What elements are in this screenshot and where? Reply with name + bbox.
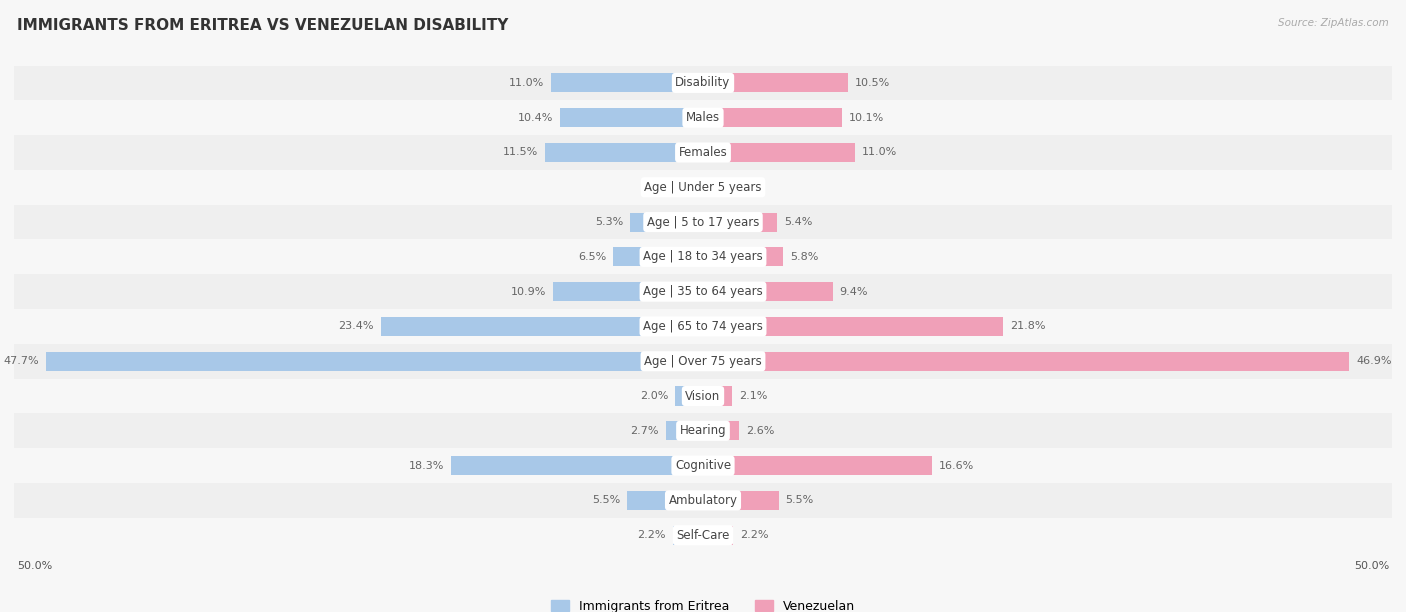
Text: 11.5%: 11.5% bbox=[502, 147, 537, 157]
Bar bbox=[551, 73, 703, 92]
Bar bbox=[627, 491, 703, 510]
Bar bbox=[14, 379, 1392, 414]
Text: Disability: Disability bbox=[675, 76, 731, 89]
Text: 10.5%: 10.5% bbox=[855, 78, 890, 88]
Text: 5.8%: 5.8% bbox=[790, 252, 818, 262]
Bar bbox=[560, 108, 703, 127]
Text: Source: ZipAtlas.com: Source: ZipAtlas.com bbox=[1278, 18, 1389, 28]
Bar bbox=[686, 177, 703, 197]
Text: 2.2%: 2.2% bbox=[637, 530, 666, 540]
Bar bbox=[703, 352, 1350, 371]
Bar bbox=[703, 73, 848, 92]
Text: 11.0%: 11.0% bbox=[862, 147, 897, 157]
Text: 5.5%: 5.5% bbox=[786, 496, 814, 506]
Text: 2.2%: 2.2% bbox=[740, 530, 769, 540]
Bar bbox=[703, 526, 734, 545]
Bar bbox=[14, 309, 1392, 344]
Bar bbox=[675, 386, 703, 406]
Bar bbox=[630, 212, 703, 232]
Text: 16.6%: 16.6% bbox=[939, 461, 974, 471]
Text: 10.9%: 10.9% bbox=[510, 286, 546, 297]
Bar bbox=[703, 421, 738, 441]
Text: Self-Care: Self-Care bbox=[676, 529, 730, 542]
Text: 5.3%: 5.3% bbox=[595, 217, 623, 227]
Bar bbox=[381, 317, 703, 336]
Text: Ambulatory: Ambulatory bbox=[668, 494, 738, 507]
Bar bbox=[703, 317, 1004, 336]
Bar bbox=[46, 352, 703, 371]
Text: IMMIGRANTS FROM ERITREA VS VENEZUELAN DISABILITY: IMMIGRANTS FROM ERITREA VS VENEZUELAN DI… bbox=[17, 18, 508, 34]
Text: Age | Over 75 years: Age | Over 75 years bbox=[644, 355, 762, 368]
Bar bbox=[14, 448, 1392, 483]
Text: 9.4%: 9.4% bbox=[839, 286, 868, 297]
Bar bbox=[14, 100, 1392, 135]
Text: 23.4%: 23.4% bbox=[339, 321, 374, 332]
Text: 1.2%: 1.2% bbox=[727, 182, 755, 192]
Bar bbox=[703, 177, 720, 197]
Text: Cognitive: Cognitive bbox=[675, 459, 731, 472]
Text: 10.1%: 10.1% bbox=[849, 113, 884, 122]
Text: Age | 35 to 64 years: Age | 35 to 64 years bbox=[643, 285, 763, 298]
Text: Males: Males bbox=[686, 111, 720, 124]
Text: 1.2%: 1.2% bbox=[651, 182, 679, 192]
Text: 47.7%: 47.7% bbox=[3, 356, 39, 366]
Bar bbox=[666, 421, 703, 441]
Bar bbox=[703, 212, 778, 232]
Bar bbox=[613, 247, 703, 266]
Text: 46.9%: 46.9% bbox=[1357, 356, 1392, 366]
Text: 2.6%: 2.6% bbox=[745, 426, 775, 436]
Text: Vision: Vision bbox=[685, 390, 721, 403]
Text: 2.7%: 2.7% bbox=[630, 426, 659, 436]
Text: 5.4%: 5.4% bbox=[785, 217, 813, 227]
Bar bbox=[553, 282, 703, 301]
Bar bbox=[14, 65, 1392, 100]
Bar bbox=[14, 170, 1392, 204]
Text: Age | 5 to 17 years: Age | 5 to 17 years bbox=[647, 215, 759, 228]
Text: 6.5%: 6.5% bbox=[578, 252, 606, 262]
Bar bbox=[14, 135, 1392, 170]
Text: 21.8%: 21.8% bbox=[1011, 321, 1046, 332]
Text: Age | 65 to 74 years: Age | 65 to 74 years bbox=[643, 320, 763, 333]
Bar bbox=[451, 456, 703, 475]
Bar bbox=[703, 282, 832, 301]
Bar bbox=[14, 414, 1392, 448]
Bar bbox=[14, 239, 1392, 274]
Bar bbox=[14, 344, 1392, 379]
Text: 5.5%: 5.5% bbox=[592, 496, 620, 506]
Bar bbox=[703, 491, 779, 510]
Bar bbox=[14, 518, 1392, 553]
Text: Age | 18 to 34 years: Age | 18 to 34 years bbox=[643, 250, 763, 263]
Legend: Immigrants from Eritrea, Venezuelan: Immigrants from Eritrea, Venezuelan bbox=[546, 595, 860, 612]
Bar bbox=[703, 456, 932, 475]
Text: 2.0%: 2.0% bbox=[640, 391, 669, 401]
Text: Age | Under 5 years: Age | Under 5 years bbox=[644, 181, 762, 194]
Bar bbox=[703, 386, 733, 406]
Bar bbox=[14, 483, 1392, 518]
Bar bbox=[14, 274, 1392, 309]
Bar bbox=[703, 108, 842, 127]
Text: 50.0%: 50.0% bbox=[17, 561, 52, 571]
Text: 50.0%: 50.0% bbox=[1354, 561, 1389, 571]
Bar bbox=[703, 143, 855, 162]
Text: 2.1%: 2.1% bbox=[738, 391, 768, 401]
Bar bbox=[703, 247, 783, 266]
Text: 11.0%: 11.0% bbox=[509, 78, 544, 88]
Bar bbox=[544, 143, 703, 162]
Text: Females: Females bbox=[679, 146, 727, 159]
Bar bbox=[14, 204, 1392, 239]
Text: 10.4%: 10.4% bbox=[517, 113, 553, 122]
Text: Hearing: Hearing bbox=[679, 424, 727, 438]
Bar bbox=[672, 526, 703, 545]
Text: 18.3%: 18.3% bbox=[409, 461, 444, 471]
